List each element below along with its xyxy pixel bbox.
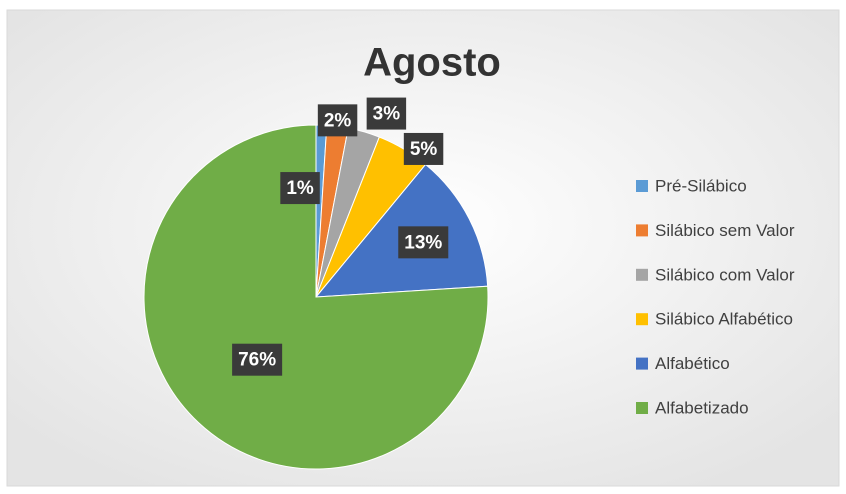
legend-swatch bbox=[636, 402, 648, 414]
legend-label: Pré-Silábico bbox=[655, 176, 747, 195]
data-label-box bbox=[403, 132, 444, 165]
labels: 1% 2% 3% 5% 13% 76% bbox=[232, 97, 449, 376]
data-label: 1% bbox=[286, 178, 314, 199]
legend-swatch bbox=[636, 313, 648, 326]
data-label-box bbox=[232, 343, 283, 376]
data-label: 2% bbox=[324, 110, 352, 131]
legend-label: Silábico Alfabético bbox=[655, 310, 793, 329]
legend-swatch bbox=[636, 268, 648, 281]
data-label-box bbox=[280, 172, 320, 205]
legend-swatch bbox=[636, 357, 648, 370]
legend-swatch bbox=[636, 180, 648, 192]
data-label: 13% bbox=[404, 232, 442, 253]
legend-label: Silábico com Valor bbox=[655, 265, 795, 284]
data-label-box bbox=[398, 226, 449, 259]
chart-title: Agosto bbox=[363, 41, 501, 85]
data-label-box bbox=[317, 104, 358, 137]
data-label: 5% bbox=[410, 139, 438, 160]
legend: Pré-Silábico Silábico sem Valor Silábico c… bbox=[636, 176, 795, 417]
data-label: 76% bbox=[238, 350, 276, 371]
legend-label: Alfabetizado bbox=[655, 398, 749, 417]
legend-label: Alfabético bbox=[655, 354, 730, 373]
data-label-box bbox=[366, 97, 407, 130]
legend-label: Silábico sem Valor bbox=[655, 221, 795, 240]
data-label: 3% bbox=[373, 104, 401, 125]
legend-swatch bbox=[636, 224, 648, 237]
pie-slice bbox=[143, 124, 489, 470]
